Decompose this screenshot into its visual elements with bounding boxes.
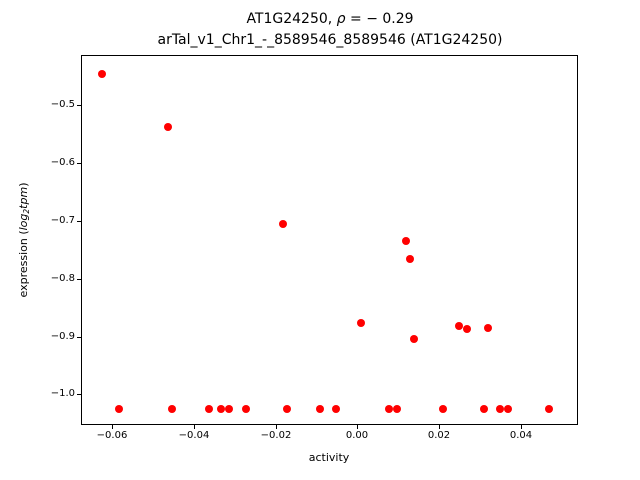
chart-title: AT1G24250, ρ = − 0.29 arTal_v1_Chr1_-_85… bbox=[82, 9, 578, 51]
data-point bbox=[504, 405, 513, 414]
plot-area bbox=[81, 55, 578, 425]
title-gene-id: AT1G24250, bbox=[246, 11, 337, 27]
data-point bbox=[393, 405, 402, 414]
data-point bbox=[217, 405, 226, 414]
x-tick-label: −0.04 bbox=[178, 430, 210, 441]
data-point bbox=[168, 405, 176, 414]
y-tick-mark bbox=[77, 105, 81, 106]
y-tick-label: −0.9 bbox=[50, 331, 75, 342]
y-tick-label: −0.8 bbox=[50, 273, 75, 284]
data-point bbox=[479, 405, 488, 414]
x-tick-label: −0.06 bbox=[96, 430, 128, 441]
data-point bbox=[438, 405, 447, 414]
x-tick-label: 0.00 bbox=[345, 430, 369, 441]
x-tick-mark bbox=[357, 425, 358, 429]
x-tick-label: 0.02 bbox=[427, 430, 451, 441]
y-label-prefix: expression ( bbox=[17, 230, 30, 298]
data-point bbox=[163, 122, 172, 131]
x-tick-label: 0.04 bbox=[509, 430, 533, 441]
data-point bbox=[315, 405, 324, 414]
data-point bbox=[483, 324, 492, 333]
y-tick-label: −0.6 bbox=[50, 157, 75, 168]
data-point bbox=[545, 405, 554, 414]
x-axis-label: activity bbox=[308, 451, 350, 464]
x-tick-mark bbox=[439, 425, 440, 429]
data-point bbox=[278, 219, 287, 228]
x-tick-mark bbox=[276, 425, 277, 429]
x-tick-mark bbox=[521, 425, 522, 429]
y-tick-mark bbox=[77, 394, 81, 395]
data-point bbox=[98, 70, 107, 79]
x-tick-mark bbox=[112, 425, 113, 429]
x-tick-mark bbox=[194, 425, 195, 429]
y-tick-mark bbox=[77, 221, 81, 222]
data-point bbox=[204, 405, 213, 414]
y-tick-mark bbox=[77, 279, 81, 280]
data-point bbox=[463, 324, 472, 333]
x-tick-label: −0.02 bbox=[260, 430, 292, 441]
y-tick-label: −0.7 bbox=[50, 215, 75, 226]
title-line-1: AT1G24250, ρ = − 0.29 bbox=[82, 9, 578, 30]
y-tick-mark bbox=[77, 163, 81, 164]
data-point bbox=[385, 405, 394, 414]
data-point bbox=[282, 405, 291, 414]
data-point bbox=[495, 405, 504, 414]
y-label-subscript: 2 bbox=[22, 208, 31, 214]
data-point bbox=[331, 405, 340, 414]
y-tick-label: −1.0 bbox=[50, 388, 75, 399]
title-line-2: arTal_v1_Chr1_-_8589546_8589546 (AT1G242… bbox=[157, 32, 503, 48]
data-point bbox=[356, 318, 365, 327]
data-point bbox=[401, 237, 410, 246]
data-point bbox=[241, 405, 250, 414]
y-axis-label: expression (log2tpm) bbox=[17, 140, 33, 340]
title-rho-value: = − 0.29 bbox=[345, 11, 414, 27]
data-point bbox=[114, 405, 123, 414]
y-tick-label: −0.5 bbox=[50, 99, 75, 110]
y-tick-mark bbox=[77, 337, 81, 338]
y-label-tpm: tpm bbox=[17, 186, 30, 209]
data-point bbox=[409, 334, 418, 343]
data-point bbox=[405, 255, 414, 264]
data-point bbox=[225, 405, 234, 414]
rho-symbol: ρ bbox=[336, 11, 346, 27]
y-label-suffix: ) bbox=[17, 182, 30, 187]
data-point bbox=[454, 322, 463, 331]
